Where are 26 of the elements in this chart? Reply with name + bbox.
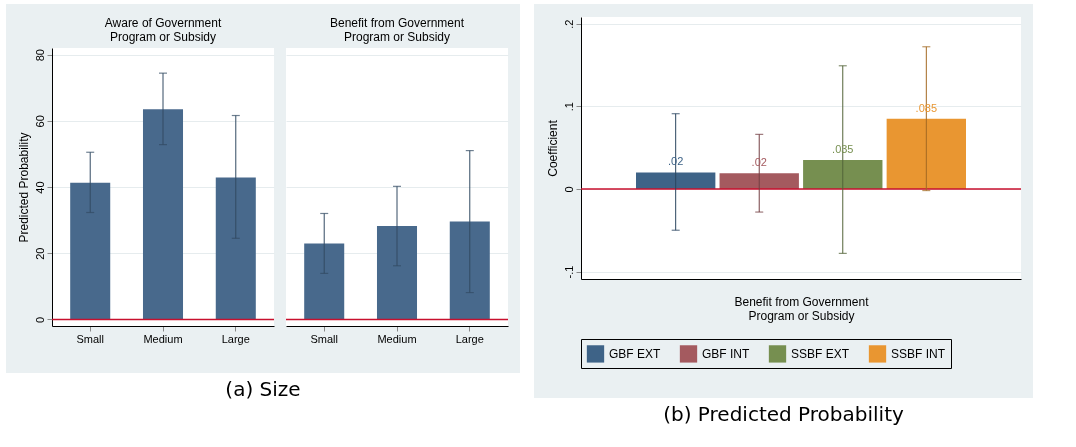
y-tick-label: 40 [33,181,46,194]
x-tick-label: Small [310,332,338,345]
y-tick-label: .1 [562,102,575,112]
chart-title: Benefit from Government Program or Subsidy [329,16,465,44]
y-tick-label: 60 [33,115,46,128]
y-tick-label: 0 [562,186,575,193]
y-axis-title: Predicted Probability [16,132,31,243]
legend-label: GBF EXT [609,346,662,361]
y-tick-label: -.1 [562,265,575,279]
y-tick-label: .2 [562,19,575,29]
y-tick-label: 20 [33,247,46,260]
y-axis-title: Coefficient [545,119,560,177]
legend-label: SSBF INT [891,346,946,361]
x-tick-label: Large [221,332,250,345]
chart-title: Aware of Government Program or Subsidy [104,16,222,44]
y-tick-label: 80 [33,48,46,62]
x-tick-label: Medium [143,332,183,345]
y-tick-label: 0 [33,316,46,323]
x-tick-label: Large [455,332,484,345]
legend-label: SSBF EXT [791,346,850,361]
x-tick-label: Medium [377,332,417,345]
x-axis-title: Benefit from Government Program or Subsidy [734,294,870,323]
legend-label: GBF INT [702,346,750,361]
text: (a) Size [225,377,301,401]
text: (b) Predicted Probability [663,402,904,426]
x-tick-label: Small [76,332,104,345]
